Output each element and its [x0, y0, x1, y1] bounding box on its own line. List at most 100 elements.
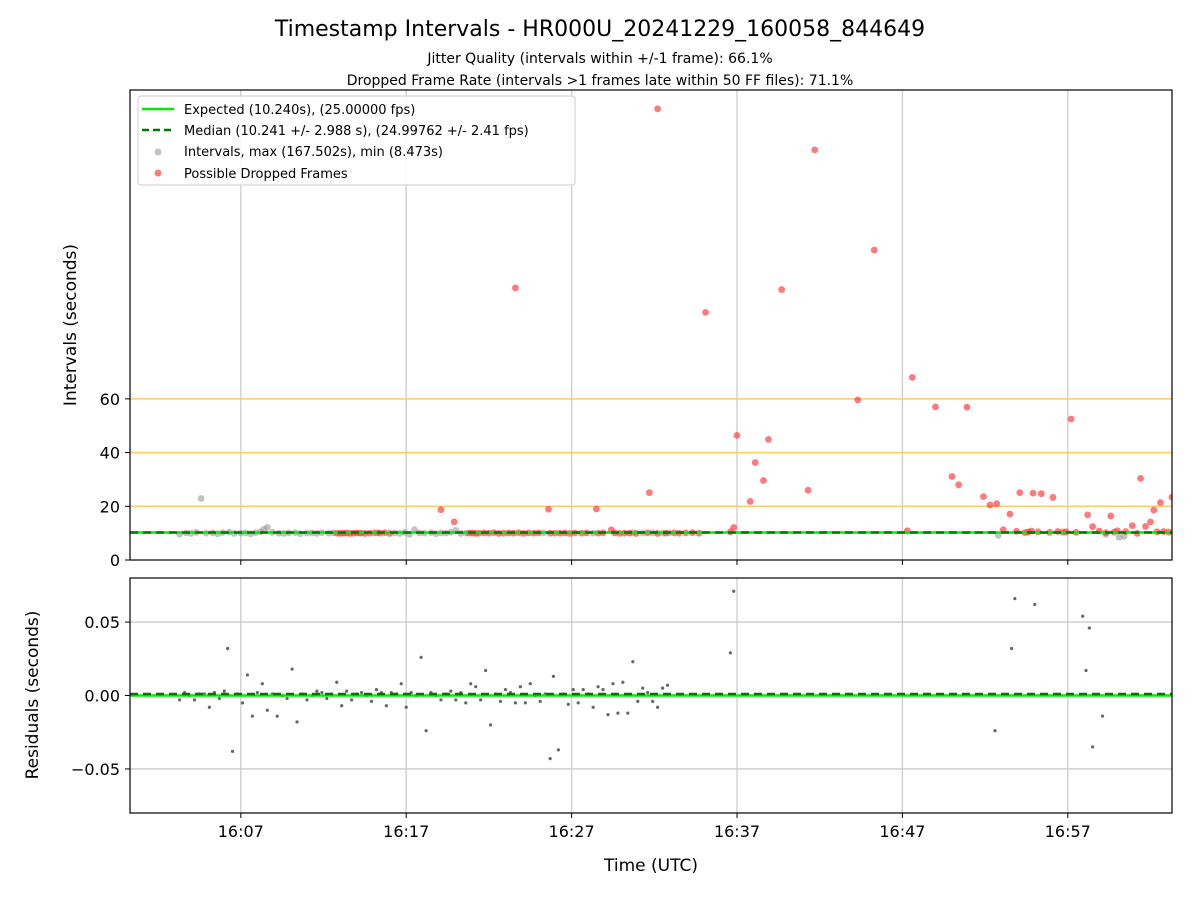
- interval-point: [263, 523, 271, 531]
- dropped-frame-point: [1147, 518, 1154, 526]
- dropped-frame-point: [1006, 510, 1014, 518]
- dropped-frame-point: [811, 146, 819, 154]
- legend-expected-label: Expected (10.240s), (25.00000 fps): [184, 103, 415, 118]
- x-tick-label: 16:07: [218, 822, 264, 841]
- dropped-frame-point: [1049, 494, 1057, 501]
- residual-point: [728, 651, 732, 655]
- x-tick-label: 16:27: [549, 822, 595, 841]
- residual-point: [1100, 714, 1105, 718]
- residual-point: [651, 699, 655, 703]
- legend: Expected (10.240s), (25.00000 fps) Media…: [137, 95, 576, 186]
- residual-point: [1087, 626, 1091, 630]
- residual-point: [340, 704, 344, 708]
- residual-point: [240, 701, 245, 705]
- intervals-ticks: 0 20 40 60: [100, 390, 1069, 570]
- dropped-frame-point: [963, 403, 971, 411]
- dropped-frame-point: [746, 498, 754, 505]
- residual-point: [250, 714, 254, 718]
- y-tick-label: 0.05: [84, 613, 120, 632]
- chart-title: Timestamp Intervals - HR000U_20241229_16…: [274, 17, 925, 42]
- residual-point: [631, 660, 635, 664]
- residual-point: [498, 699, 503, 703]
- dropped-frame-point: [1029, 489, 1037, 497]
- residual-point: [345, 689, 349, 693]
- dropped-frame-point: [702, 308, 709, 316]
- residual-point: [305, 698, 309, 702]
- residual-point: [320, 690, 324, 695]
- residual-point: [217, 696, 221, 701]
- dropped-frame-point: [870, 246, 878, 254]
- dropped-frame-point: [948, 473, 956, 480]
- residual-point: [581, 688, 585, 692]
- residual-point: [359, 690, 364, 695]
- residual-point: [290, 667, 294, 671]
- residual-point: [260, 682, 264, 686]
- x-tick-label: 16:47: [879, 822, 925, 841]
- residual-point: [245, 673, 250, 677]
- dropped-frame-point: [1107, 512, 1115, 520]
- residual-point: [596, 685, 600, 689]
- residual-point: [315, 689, 319, 693]
- residual-point: [178, 698, 182, 702]
- dropped-frame-point: [654, 105, 662, 113]
- x-tick-label: 16:17: [383, 822, 429, 841]
- dropped-frame-point: [1137, 474, 1144, 482]
- residual-point: [399, 682, 403, 686]
- residual-point: [1081, 614, 1085, 618]
- legend-dropped-label: Possible Dropped Frames: [184, 167, 348, 182]
- residual-point: [222, 689, 226, 693]
- residual-point: [424, 729, 428, 733]
- residual-point: [523, 701, 527, 705]
- residual-point: [192, 698, 197, 702]
- residual-point: [295, 720, 299, 724]
- residual-point: [1013, 596, 1017, 601]
- intervals-y-axis-label: Intervals (seconds): [61, 244, 81, 406]
- residual-point: [528, 682, 532, 686]
- residual-point: [464, 701, 468, 705]
- residual-point: [513, 701, 517, 705]
- x-axis-label: Time (UTC): [603, 856, 698, 876]
- residual-point: [369, 699, 374, 703]
- dropped-frame-point: [1037, 490, 1045, 498]
- residual-point: [419, 655, 423, 659]
- dropped-frame-point: [733, 431, 741, 439]
- residual-point: [665, 683, 670, 687]
- legend-median-label: Median (10.241 +/- 2.988 s), (24.99762 +…: [184, 124, 529, 139]
- residual-point: [576, 701, 580, 705]
- residual-point: [488, 723, 493, 727]
- residual-point: [556, 748, 560, 752]
- dropped-frame-point: [730, 524, 738, 531]
- dropped-frame-point: [645, 489, 653, 496]
- dropped-frame-point: [1157, 499, 1164, 506]
- residual-point: [503, 688, 508, 692]
- dropped-frame-point: [1016, 489, 1024, 496]
- subtitle-dropped: Dropped Frame Rate (intervals >1 frames …: [347, 73, 854, 89]
- residual-point: [636, 699, 640, 703]
- legend-intervals-label: Intervals, max (167.502s), min (8.473s): [184, 145, 443, 160]
- residuals-marks: [130, 589, 1172, 761]
- intervals-frame: [129, 89, 1173, 561]
- residual-point: [404, 705, 408, 709]
- residual-point: [374, 688, 379, 692]
- residual-point: [621, 680, 625, 684]
- residual-point: [350, 698, 354, 702]
- residual-point: [275, 714, 279, 718]
- dropped-frame-point: [450, 518, 458, 526]
- residual-point: [439, 698, 443, 702]
- residual-point: [611, 682, 615, 686]
- residual-point: [335, 680, 339, 684]
- dropped-frame-point: [993, 500, 1001, 507]
- dropped-frame-point: [778, 286, 786, 293]
- residual-point: [454, 698, 458, 702]
- residual-point: [285, 696, 289, 701]
- dropped-frame-point: [760, 477, 767, 484]
- y-tick-label: 0: [110, 551, 120, 570]
- dropped-frame-point: [511, 284, 519, 292]
- residual-point: [449, 689, 453, 693]
- dropped-frame-point: [804, 486, 812, 494]
- dropped-frame-point: [1067, 415, 1075, 423]
- x-tick-label: 16:37: [714, 822, 760, 841]
- x-tick-label: 16:57: [1045, 822, 1091, 841]
- residual-point: [551, 674, 556, 679]
